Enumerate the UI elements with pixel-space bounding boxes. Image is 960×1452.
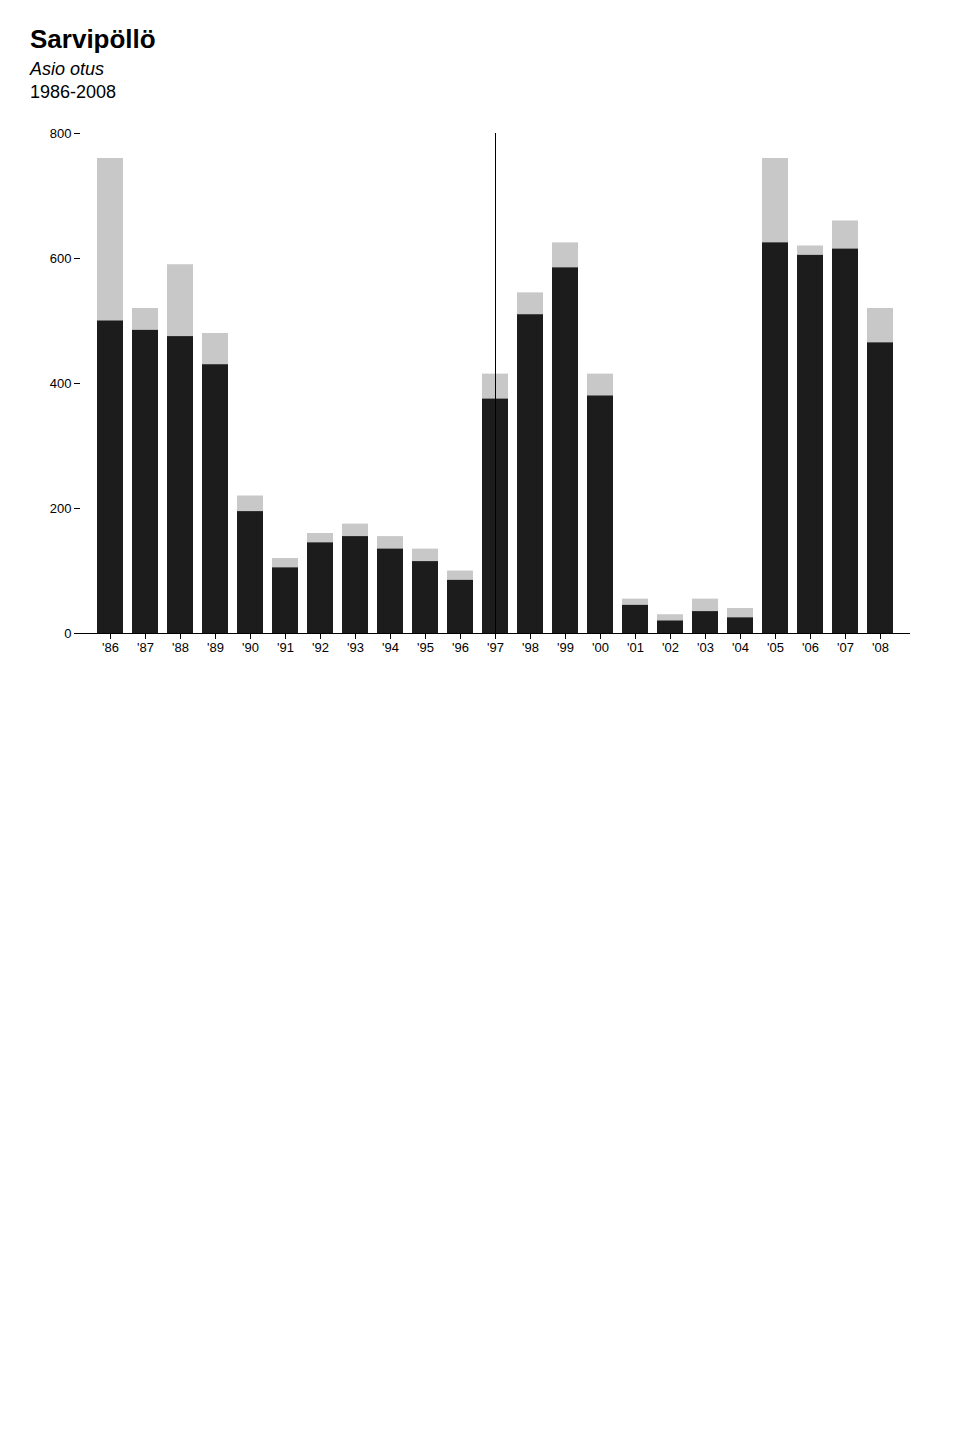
svg-text:200: 200 [50,501,72,516]
svg-text:'87: '87 [137,640,154,655]
svg-text:'06: '06 [802,640,819,655]
svg-text:'92: '92 [312,640,329,655]
svg-text:'91: '91 [277,640,294,655]
html-text:Sarvipöllö: Sarvipöllö [30,24,156,54]
svg-text:'99: '99 [557,640,574,655]
svg-text:'08: '08 [872,640,889,655]
svg-text:'05: '05 [767,640,784,655]
svg-text:'96: '96 [452,640,469,655]
svg-text:800: 800 [50,126,72,141]
html-text:1986-2008: 1986-2008 [30,82,117,102]
svg-text:'89: '89 [207,640,224,655]
svg-text:'03: '03 [697,640,714,655]
svg-text:'86: '86 [102,640,119,655]
svg-text:'90: '90 [242,640,259,655]
svg-text:'95: '95 [417,640,434,655]
svg-text:'97: '97 [487,640,504,655]
svg-text:'98: '98 [522,640,539,655]
svg-text:'93: '93 [347,640,364,655]
svg-text:'04: '04 [732,640,749,655]
svg-text:'01: '01 [627,640,644,655]
svg-text:'02: '02 [662,640,679,655]
svg-text:0: 0 [64,626,71,641]
svg-text:'00: '00 [592,640,609,655]
svg-text:'94: '94 [382,640,399,655]
html-text:Asio otus: Asio otus [30,59,104,79]
svg-text:600: 600 [50,251,72,266]
svg-text:'07: '07 [837,640,854,655]
svg-text:400: 400 [50,376,72,391]
svg-text:'88: '88 [172,640,189,655]
